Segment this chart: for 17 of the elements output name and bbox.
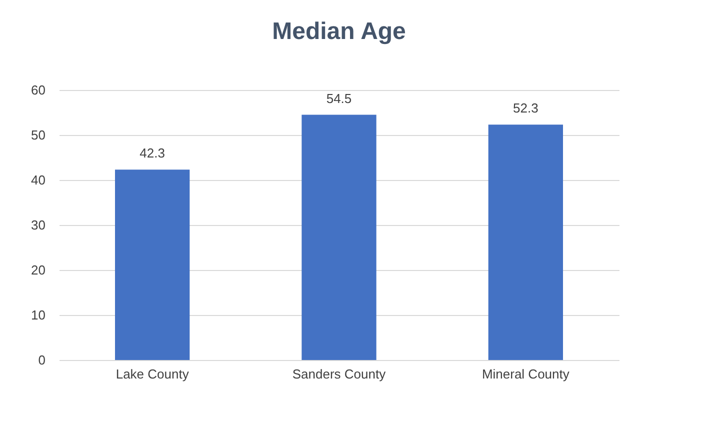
x-tick-label: Lake County [116, 366, 190, 382]
bar [115, 170, 190, 360]
y-tick-label: 20 [31, 262, 46, 278]
data-label: 42.3 [140, 146, 165, 161]
bar [302, 114, 376, 360]
y-tick-label: 10 [31, 308, 46, 322]
y-tick-label: 50 [31, 128, 46, 142]
x-tick-label: Mineral County [482, 366, 570, 382]
chart-title: Median Age [272, 18, 406, 45]
y-tick-label: 60 [31, 82, 46, 98]
data-label: 54.5 [326, 90, 352, 106]
y-tick-label: 30 [31, 218, 46, 232]
y-tick-label: 0 [38, 352, 46, 368]
y-tick-label: 40 [31, 172, 46, 188]
data-label: 52.3 [513, 100, 538, 116]
bar [488, 124, 563, 360]
x-tick-label: Sanders County [292, 366, 386, 382]
